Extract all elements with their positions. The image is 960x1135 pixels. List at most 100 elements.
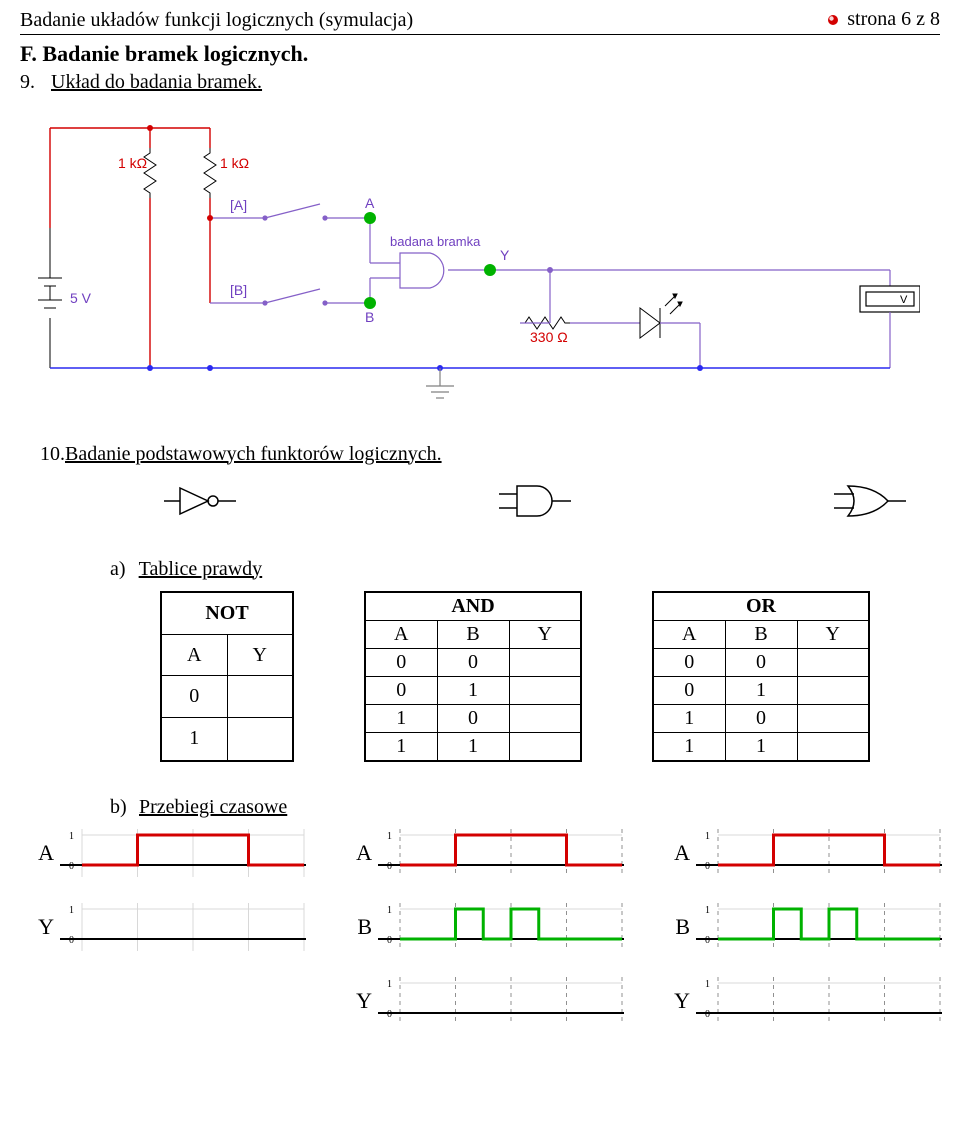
timing-col-not: A10Y10 xyxy=(30,825,308,1029)
item-9: 9. Układ do badania bramek. xyxy=(20,71,940,94)
svg-text:1: 1 xyxy=(69,831,74,842)
timing-plot: 10 xyxy=(376,973,626,1029)
cell xyxy=(227,676,293,718)
node-y-label: Y xyxy=(500,247,510,263)
item-9-number: 9. xyxy=(20,71,46,94)
r2-label: 1 kΩ xyxy=(220,155,249,171)
cell xyxy=(797,732,869,761)
cell: 1 xyxy=(725,732,797,761)
svg-text:1: 1 xyxy=(387,831,392,842)
rout-label: 330 Ω xyxy=(530,329,568,345)
and-col-a: A xyxy=(365,620,437,648)
cell xyxy=(509,676,581,704)
and-col-b: B xyxy=(437,620,509,648)
cell: 0 xyxy=(725,704,797,732)
svg-text:0: 0 xyxy=(705,935,710,946)
not-gate-icon xyxy=(160,480,240,522)
timing-item: Y10 xyxy=(348,973,626,1029)
truth-tables-row: NOT A Y 0 1 AND A B Y 00 01 10 11 OR A xyxy=(20,591,940,762)
svg-text:1: 1 xyxy=(705,979,710,990)
timing-plot: 10 xyxy=(58,899,308,955)
header-title: Badanie układów funkcji logicznych (symu… xyxy=(20,9,413,32)
svg-text:1: 1 xyxy=(705,905,710,916)
cell: 1 xyxy=(365,704,437,732)
timing-item: A10 xyxy=(348,825,626,881)
timing-plot: 10 xyxy=(694,973,944,1029)
cell: 1 xyxy=(653,704,725,732)
timing-label: Y xyxy=(666,988,690,1014)
page-number: strona 6 z 8 xyxy=(827,8,940,31)
timing-item: Y10 xyxy=(666,973,944,1029)
item-a-text: Tablice prawdy xyxy=(139,558,263,580)
not-title: NOT xyxy=(161,592,293,635)
not-col-a: A xyxy=(161,634,227,676)
cell: 1 xyxy=(437,676,509,704)
cell: 0 xyxy=(365,648,437,676)
cell: 0 xyxy=(437,648,509,676)
cell xyxy=(509,704,581,732)
bullet-icon xyxy=(827,14,839,26)
cell: 1 xyxy=(725,676,797,704)
timing-plot: 10 xyxy=(694,899,944,955)
and-truth-table: AND A B Y 00 01 10 11 xyxy=(364,591,582,762)
svg-text:1: 1 xyxy=(387,979,392,990)
cell: 1 xyxy=(437,732,509,761)
timing-item: A 1 0 xyxy=(30,825,308,881)
or-col-b: B xyxy=(725,620,797,648)
section-f-heading: F. Badanie bramek logicznych. xyxy=(20,41,940,67)
svg-text:0: 0 xyxy=(69,861,74,872)
timing-plot: 10 xyxy=(694,825,944,881)
item-b-letter: b) xyxy=(110,796,134,819)
circuit-diagram: 5 V 1 kΩ 1 kΩ xyxy=(20,108,940,413)
timing-col-or: A10B10Y10 xyxy=(666,825,944,1029)
timing-label: Y xyxy=(348,988,372,1014)
item-b: b) Przebiegi czasowe xyxy=(110,796,940,819)
node-a-label: A xyxy=(365,195,375,211)
switch-a-label: [A] xyxy=(230,197,247,213)
svg-text:0: 0 xyxy=(387,1009,392,1020)
cell: 0 xyxy=(365,676,437,704)
cell: 1 xyxy=(161,718,227,761)
node-a-dot xyxy=(364,212,376,224)
timing-label: B xyxy=(348,914,372,940)
svg-text:1: 1 xyxy=(387,905,392,916)
timing-plot: 10 xyxy=(376,825,626,881)
item-b-text: Przebiegi czasowe xyxy=(139,796,287,818)
item-9-text: Układ do badania bramek. xyxy=(51,71,262,93)
timing-plot: 10 xyxy=(376,899,626,955)
header-title-main: Badanie układów funkcji logicznych xyxy=(20,9,314,31)
cell xyxy=(797,648,869,676)
cell xyxy=(509,648,581,676)
node-y-dot xyxy=(484,264,496,276)
or-title: OR xyxy=(653,592,869,621)
gate-label: badana bramka xyxy=(390,234,481,249)
r1-label: 1 kΩ xyxy=(118,155,147,171)
cell xyxy=(509,732,581,761)
item-10: 10.Badanie podstawowych funktorów logicz… xyxy=(40,443,940,466)
switch-b-label: [B] xyxy=(230,282,247,298)
svg-text:1: 1 xyxy=(69,905,74,916)
timing-label: A xyxy=(348,840,372,866)
circuit-svg: 5 V 1 kΩ 1 kΩ xyxy=(20,108,920,408)
timing-item: A10 xyxy=(666,825,944,881)
timing-diagrams: A10Y10 A10B10Y10 A10B10Y10 xyxy=(20,825,940,1029)
not-col-y: Y xyxy=(227,634,293,676)
cell xyxy=(797,704,869,732)
timing-label: A xyxy=(30,840,54,866)
page-number-text: strona 6 z 8 xyxy=(847,8,940,31)
node-b-label: B xyxy=(365,309,374,325)
not-truth-table: NOT A Y 0 1 xyxy=(160,591,294,762)
item-a: a) Tablice prawdy xyxy=(110,558,940,581)
cell xyxy=(797,676,869,704)
cell: 0 xyxy=(653,676,725,704)
timing-label: B xyxy=(666,914,690,940)
meter-label: V xyxy=(900,294,908,306)
or-gate-icon xyxy=(830,480,910,522)
item-10-number: 10. xyxy=(40,443,65,465)
svg-text:0: 0 xyxy=(705,861,710,872)
or-col-a: A xyxy=(653,620,725,648)
cell: 1 xyxy=(653,732,725,761)
item-a-letter: a) xyxy=(110,558,134,581)
timing-col-and: A10B10Y10 xyxy=(348,825,626,1029)
svg-text:0: 0 xyxy=(705,1009,710,1020)
